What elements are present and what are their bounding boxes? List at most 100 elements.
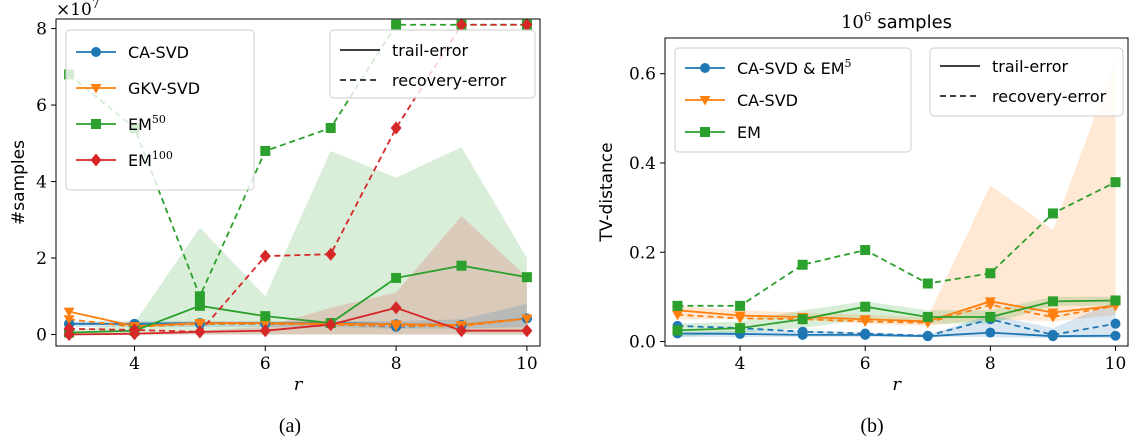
- data-point-green: [797, 314, 808, 325]
- x-tick-label: 6: [860, 354, 871, 374]
- markers: [672, 177, 1121, 342]
- data-point-green: [985, 268, 996, 279]
- legend-marker: [700, 127, 710, 137]
- legend-label: recovery-error: [392, 71, 507, 90]
- data-point-green: [860, 245, 871, 256]
- legend-label: GKV-SVD: [128, 79, 200, 98]
- data-point-green: [325, 123, 336, 133]
- series-line-blue-dashed: [677, 318, 1116, 337]
- data-point-green: [1110, 295, 1121, 306]
- axes-frame: [664, 37, 1129, 347]
- data-point-green: [260, 311, 271, 322]
- x-axis-label: r: [294, 374, 304, 395]
- plot-area-a: 4 6 8 1002468r#samples×107CA-SVDGKV-SVDEM50…: [9, 0, 541, 395]
- legend-marker: [90, 153, 102, 167]
- plot-content: [68, 23, 528, 336]
- data-point-red: [521, 18, 533, 32]
- legend-marker: [699, 96, 711, 106]
- data-point-orange: [194, 319, 206, 330]
- legend-marker: [91, 47, 101, 57]
- data-point-orange: [672, 310, 684, 321]
- confidence-band-green: [677, 296, 1116, 338]
- series-line-green-solid: [677, 299, 1116, 332]
- legend-box: [65, 29, 255, 191]
- legend-box: [674, 47, 912, 153]
- y-tick-label: 0: [36, 326, 47, 346]
- y-tick-label: 6: [36, 96, 47, 116]
- data-point-orange: [63, 307, 75, 318]
- data-point-red: [456, 18, 468, 32]
- legend-styles: trail-error recovery-error: [329, 29, 536, 99]
- data-point-green: [194, 291, 205, 302]
- x-axis-label: r: [892, 374, 902, 395]
- data-point-green: [1047, 208, 1058, 219]
- data-point-green: [985, 311, 996, 322]
- data-point-red: [259, 324, 271, 338]
- plot-content: [677, 60, 1116, 338]
- chart-panel-b: 4 6 8 10 0.0 0.2 0.4 0.6 r TV-distance 106 samples…: [597, 10, 1129, 437]
- x-tick-label: 4: [129, 354, 140, 374]
- x-tick-label: 8: [391, 354, 402, 374]
- data-point-orange: [734, 314, 746, 324]
- legend-label: CA-SVD & EM5: [737, 57, 852, 78]
- data-point-blue: [797, 326, 808, 337]
- y-tick-label: 0.6: [629, 65, 656, 85]
- confidence-band-blue: [677, 301, 1116, 338]
- data-point-orange: [63, 315, 75, 325]
- data-point-red: [390, 301, 402, 315]
- data-point-green: [1110, 177, 1121, 188]
- data-point-red: [325, 247, 337, 261]
- x-tick-label: 6: [260, 354, 271, 374]
- data-point-orange: [390, 322, 402, 332]
- data-point-red: [390, 121, 402, 135]
- data-point-green: [860, 301, 871, 312]
- caption-b: (b): [860, 415, 883, 437]
- legend-marker: [91, 119, 101, 129]
- data-point-blue: [985, 327, 996, 338]
- series-line-green-solid: [69, 264, 528, 334]
- legend-marker: [700, 63, 710, 73]
- x-tick-label: 8: [985, 354, 996, 374]
- data-point-green: [735, 300, 746, 311]
- y-tick-label: 8: [36, 20, 47, 40]
- data-point-green: [922, 311, 933, 322]
- legend-methods: CA-SVD & EM5 CA-SVD EM: [674, 47, 912, 153]
- legend-box: [929, 47, 1124, 117]
- data-point-green: [672, 300, 683, 311]
- data-point-blue: [1110, 318, 1121, 329]
- data-point-blue: [1047, 329, 1058, 340]
- caption-a: (a): [279, 415, 301, 437]
- data-point-blue: [1110, 330, 1121, 341]
- data-point-orange: [1047, 312, 1059, 323]
- y-tick-label: 4: [36, 173, 47, 193]
- data-point-orange: [859, 317, 871, 327]
- data-point-green: [391, 272, 402, 283]
- y-tick-label: 2: [36, 249, 47, 269]
- data-point-green: [391, 19, 402, 30]
- x-tick-label: 4: [735, 354, 746, 374]
- data-point-green: [1047, 296, 1058, 307]
- legend-label: trail-error: [392, 41, 468, 60]
- series-line-red-solid: [69, 306, 527, 336]
- series-line-orange-solid: [677, 300, 1116, 323]
- data-point-green: [735, 323, 746, 334]
- legend-label: CA-SVD: [128, 43, 189, 62]
- legend-marker: [90, 84, 102, 94]
- y-axis-label: TV-distance: [597, 142, 617, 242]
- data-point-red: [194, 325, 206, 339]
- x-tick-label: 10: [1105, 354, 1127, 374]
- data-point-red: [521, 324, 533, 338]
- legend-styles: trail-error recovery-error: [929, 47, 1124, 117]
- markers: [63, 18, 533, 342]
- y-tick-label: 0.0: [629, 333, 656, 353]
- data-point-green: [456, 260, 467, 271]
- legend-label: EM: [737, 123, 761, 142]
- series-line-orange-dashed: [677, 304, 1116, 324]
- legend-label: trail-error: [992, 57, 1068, 76]
- data-point-blue: [922, 330, 933, 341]
- data-point-green: [922, 278, 933, 289]
- data-point-orange: [984, 300, 996, 311]
- y-scale-factor: ×107: [56, 0, 100, 20]
- data-point-red: [63, 322, 75, 336]
